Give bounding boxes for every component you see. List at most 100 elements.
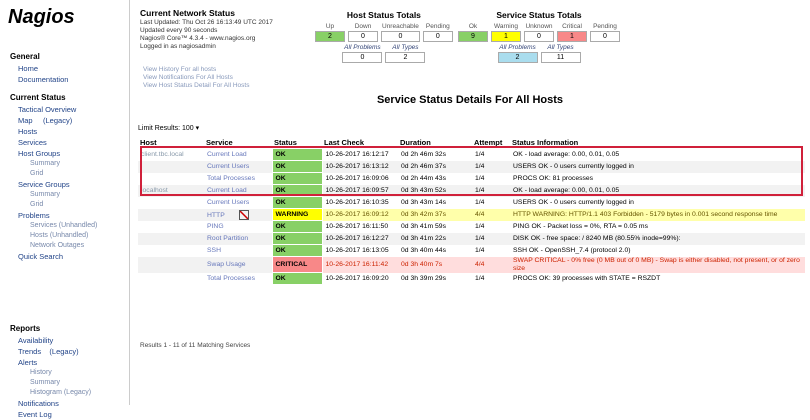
summary-count[interactable]: 11 [540, 52, 581, 63]
totals-count[interactable]: 0 [381, 31, 420, 42]
nav-sublink[interactable]: Services (Unhandled) [30, 222, 98, 229]
nav-link[interactable]: Hosts [18, 127, 38, 136]
column-header[interactable]: Host [140, 138, 157, 148]
attempt: 1/4 [472, 184, 510, 197]
summary-count[interactable]: 2 [385, 52, 426, 63]
service-link[interactable]: Swap Usage [207, 260, 246, 268]
nav-sublink[interactable]: Summary [30, 379, 60, 386]
host-link[interactable]: client.tbc.local [141, 150, 184, 158]
nav-link[interactable]: Event Log [18, 410, 52, 419]
totals-header-row: Up Down Unreachable Pending [315, 23, 453, 30]
totals-count[interactable]: 0 [348, 31, 378, 42]
duration: 0d 3h 40m 44s [401, 246, 446, 254]
totals-count[interactable]: 1 [491, 31, 521, 42]
totals-header-row: Ok Warning Unknown Critical Pending [458, 23, 620, 30]
nav-sublink[interactable]: Network Outages [30, 242, 85, 249]
nav-link[interactable]: Availability [18, 336, 54, 345]
service-row: localhost Current Load OK 10-26-2017 16:09:… [138, 184, 805, 197]
service-row: Current Users OK 10-26-2017 16:10:35 0d 3h … [138, 196, 805, 209]
service-link[interactable]: HTTP [207, 211, 225, 219]
nav-link[interactable]: Services [18, 138, 47, 147]
nav-sublink[interactable]: History [30, 369, 52, 376]
summary-header[interactable]: All Types [547, 44, 574, 51]
nav-sublink[interactable]: Grid [30, 201, 44, 208]
summary-count[interactable]: 0 [342, 52, 383, 63]
nav-link[interactable]: Service Groups [18, 180, 70, 189]
nav-sublink[interactable]: Grid [30, 170, 44, 177]
summary-header[interactable]: All Problems [499, 44, 536, 51]
last-check: 10-26-2017 16:11:50 [325, 222, 389, 230]
header-link[interactable]: View History For all hosts [143, 66, 217, 73]
totals-count[interactable]: 0 [590, 31, 620, 42]
totals-header[interactable]: Critical [562, 23, 582, 30]
column-header[interactable]: Status [274, 138, 297, 147]
totals-table: Up Down Unreachable Pending 2 0 0 0 [312, 22, 456, 43]
duration: 0d 3h 39m 29s [401, 274, 446, 282]
totals-header[interactable]: Pending [425, 23, 450, 30]
service-link[interactable]: Total Processes [207, 174, 255, 182]
totals-header[interactable]: Pending [593, 23, 617, 30]
totals-header[interactable]: Down [354, 23, 372, 30]
service-link[interactable]: PING [207, 222, 224, 230]
totals-header[interactable]: Unknown [525, 23, 553, 30]
column-header[interactable]: Duration [400, 138, 431, 148]
service-cell: Swap Usage [204, 256, 272, 273]
summary-header[interactable]: All Types [392, 44, 419, 51]
column-header[interactable]: Last Check [324, 138, 365, 148]
nav-link[interactable]: Alerts [18, 358, 38, 367]
totals-count[interactable]: 9 [458, 31, 488, 42]
limit-value[interactable]: 100 [181, 125, 194, 132]
service-link[interactable]: Current Users [207, 162, 250, 170]
totals-title: Host Status Totals [346, 10, 421, 20]
last-check: 10-26-2017 16:09:12 [322, 208, 398, 221]
attempt: 1/4 [472, 160, 510, 173]
column-header[interactable]: Attempt [474, 138, 503, 148]
service-link[interactable]: Current Users [207, 198, 250, 206]
service-link[interactable]: Current Load [207, 186, 247, 194]
nav-link[interactable]: Problems [18, 211, 50, 220]
nav-link[interactable]: Tactical Overview [18, 105, 77, 114]
nav-sublink[interactable]: Histogram (Legacy) [30, 389, 92, 396]
duration: 0d 3h 43m 14s [401, 198, 446, 206]
host-cell [138, 221, 204, 233]
status-info: DISK OK - free space: / 8240 MB (80.55% … [510, 232, 805, 245]
logo[interactable]: Nagios [8, 6, 75, 28]
totals-header[interactable]: Ok [468, 23, 478, 30]
service-link[interactable]: Total Processes [207, 274, 255, 282]
status-info: SWAP CRITICAL - 0% free (0 MB out of 0 M… [510, 256, 805, 273]
nav-link[interactable]: Trends (Legacy) [18, 347, 79, 356]
nav-link[interactable]: Map (Legacy) [18, 116, 73, 125]
totals-count[interactable]: 0 [422, 31, 453, 42]
service-link[interactable]: Current Load [207, 150, 247, 158]
nav-link[interactable]: Documentation [18, 75, 69, 84]
totals-count[interactable]: 0 [524, 31, 554, 42]
service-link[interactable]: Root Partition [207, 234, 249, 242]
nav-sublink[interactable]: Summary [30, 160, 60, 167]
nav-link[interactable]: Host Groups [18, 149, 61, 158]
totals-header[interactable]: Unreachable [382, 23, 419, 30]
column-header[interactable]: Status Information [512, 138, 579, 148]
summary-header[interactable]: All Problems [344, 44, 381, 51]
totals-header[interactable]: Up [325, 23, 335, 30]
nav-sublink[interactable]: Summary [30, 191, 60, 198]
column-header[interactable]: Service [206, 138, 233, 148]
nav-link[interactable]: Notifications [18, 399, 59, 408]
host-cell: client.tbc.local [138, 149, 204, 161]
attempt: 1/4 [475, 174, 485, 182]
nav-link[interactable]: Home [18, 64, 39, 73]
header-link[interactable]: View Host Status Detail For All Hosts [143, 82, 250, 89]
totals-count[interactable]: 1 [557, 31, 587, 42]
nav-link[interactable]: Quick Search [18, 252, 64, 261]
totals-header[interactable]: Warning [494, 23, 518, 30]
summary-count[interactable]: 2 [497, 52, 538, 63]
service-link[interactable]: SSH [207, 246, 221, 254]
status-cell: OK [271, 196, 323, 209]
status-cell: OK [271, 272, 323, 285]
nav-sublink[interactable]: Hosts (Unhandled) [30, 232, 89, 239]
service-totals: Service Status Totals Ok Warning Unknown Cri… [455, 10, 623, 64]
header-link[interactable]: View Notifications For All Hosts [143, 74, 233, 81]
totals-count[interactable]: 2 [315, 31, 345, 42]
host-link[interactable]: localhost [141, 186, 168, 194]
status-info: SSH OK - OpenSSH_7.4 (protocol 2.0) [513, 246, 631, 254]
last-check: 10-26-2017 16:11:42 [322, 256, 398, 273]
